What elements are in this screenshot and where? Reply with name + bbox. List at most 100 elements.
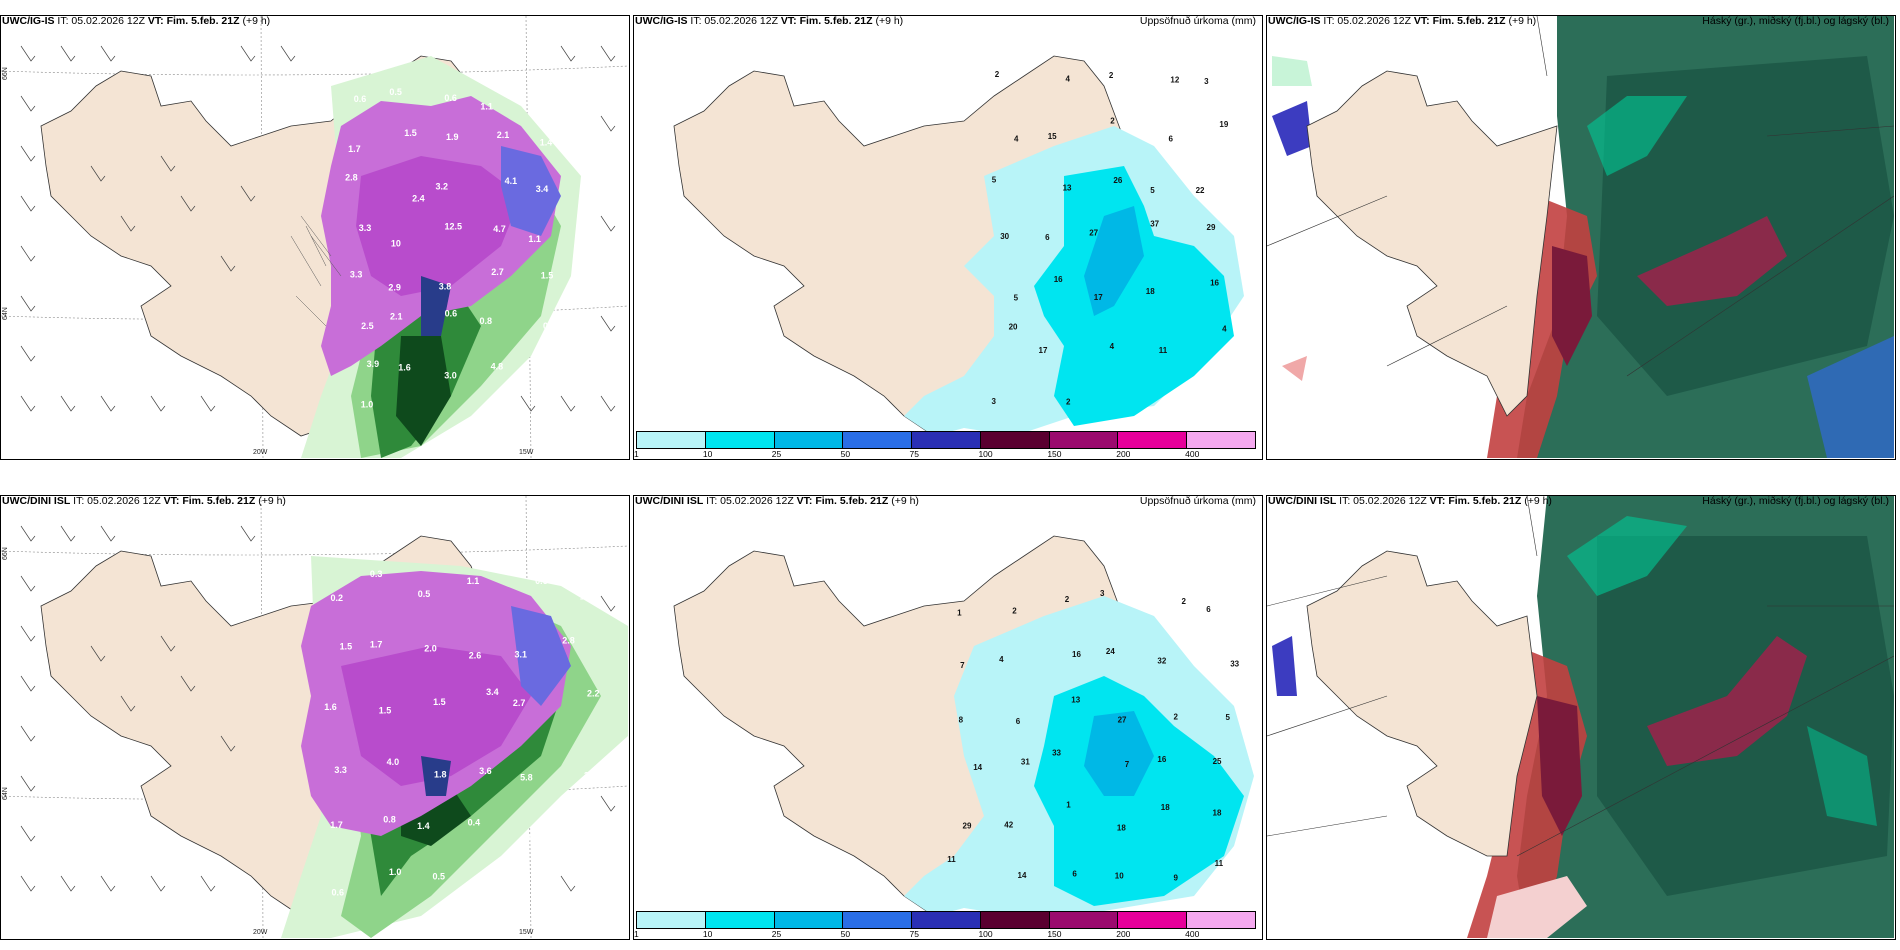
colorbar-label: 50 bbox=[840, 449, 851, 459]
precip-value-label: 42 bbox=[1004, 821, 1013, 830]
precip-value-label: 0.2 bbox=[331, 593, 344, 603]
colorbar-swatch bbox=[705, 432, 775, 448]
precip-value-label: 27 bbox=[1118, 716, 1127, 725]
lat-label-64n: 64N bbox=[2, 787, 9, 800]
precip-value-label: 2 bbox=[1110, 116, 1115, 125]
precip-value-label: 5 bbox=[1014, 294, 1019, 303]
panel-title-p2: UWC/IG-IS IT: 05.02.2026 12Z VT: Fim. 5.… bbox=[635, 15, 1260, 27]
precip-value-label: 0.6 bbox=[444, 93, 457, 103]
precip-value-label: 12.5 bbox=[445, 222, 463, 232]
lead-time: (+9 h) bbox=[1524, 495, 1552, 507]
lon-label-15w: 15W bbox=[519, 449, 534, 456]
precip-value-label: 11 bbox=[1159, 346, 1168, 355]
colorbar-swatch bbox=[705, 912, 775, 928]
precip-value-label: 4 bbox=[999, 655, 1004, 664]
colorbar-label: 150 bbox=[1047, 449, 1062, 459]
precip-value-label: 1.6 bbox=[398, 363, 411, 373]
precip-value-label: 1.1 bbox=[467, 576, 480, 586]
precip-value-label: 2.4 bbox=[412, 193, 425, 203]
precip-value-label: 2.2 bbox=[472, 891, 485, 901]
colorbar-swatch bbox=[980, 432, 1050, 448]
colorbar-swatch bbox=[1118, 912, 1188, 928]
precip-value-label: 2.6 bbox=[469, 650, 482, 660]
colorbar-label: 25 bbox=[771, 929, 782, 939]
colorbar-label: 400 bbox=[1185, 449, 1200, 459]
iceland-land bbox=[1306, 70, 1558, 417]
lon-label-20w: 20W bbox=[253, 929, 268, 936]
precip-value-label: 2.2 bbox=[587, 689, 600, 699]
precip-value-label: 0.8 bbox=[480, 316, 493, 326]
precip-value-label: 2.8 bbox=[562, 636, 575, 646]
panel-title-p3: UWC/IG-IS IT: 05.02.2026 12Z VT: Fim. 5.… bbox=[1268, 15, 1893, 27]
init-time: IT: 05.02.2026 12Z bbox=[57, 15, 145, 27]
colorbar-swatch bbox=[1187, 912, 1256, 928]
model-name: UWC/IG-IS bbox=[1268, 15, 1321, 27]
precip-value-label: 2.1 bbox=[390, 312, 403, 322]
precip-value-label: 5 bbox=[1226, 713, 1231, 722]
model-name: UWC/DINI ISL bbox=[635, 495, 704, 507]
colorbar-label: 100 bbox=[978, 929, 993, 939]
precip-value-label: 6 bbox=[1206, 605, 1211, 614]
panel-variable: Háský (gr.), miðský (fj.bl.) og lágský (… bbox=[1702, 495, 1889, 507]
precip-value-label: 16 bbox=[1157, 755, 1166, 764]
precip-value-label: 18 bbox=[1161, 803, 1170, 812]
precip-value-label: 2.5 bbox=[361, 321, 374, 331]
precip-value-label: 18 bbox=[1146, 287, 1155, 296]
precip-value-label: 1.5 bbox=[541, 271, 554, 281]
precip-value-label: 3.6 bbox=[479, 766, 492, 776]
lat-label-66n: 66N bbox=[2, 67, 9, 80]
precip-value-label: 22 bbox=[1196, 186, 1205, 195]
precip-value-label: 1.1 bbox=[528, 234, 541, 244]
precip-value-label: 1.5 bbox=[379, 706, 392, 716]
panel-variable: Uppsöfnuð úrkoma (mm) bbox=[1139, 15, 1256, 27]
precip-value-label: 4.8 bbox=[491, 361, 504, 371]
colorbar: 1 10 25 50 75 100 150 200 400 bbox=[634, 429, 1261, 459]
precip-value-label: 3.9 bbox=[367, 359, 380, 369]
precip-value-label: 0.8 bbox=[383, 814, 396, 824]
valid-time: VT: Fim. 5.feb. 21Z bbox=[796, 495, 889, 507]
precip-value-label: 0.4 bbox=[468, 817, 481, 827]
precip-value-label: 1.5 bbox=[340, 642, 353, 652]
precip-value-label: 3 bbox=[1204, 77, 1209, 86]
colorbar-swatch bbox=[980, 912, 1050, 928]
precip-value-label: 4 bbox=[1066, 74, 1071, 83]
precip-value-label: 2.7 bbox=[491, 267, 504, 277]
precip-value-label: 3 bbox=[1100, 589, 1105, 598]
precip-value-label: 1.6 bbox=[541, 91, 554, 101]
panel-title-p1: UWC/IG-IS IT: 05.02.2026 12Z VT: Fim. 5.… bbox=[2, 15, 270, 27]
precip-value-label: 37 bbox=[1150, 219, 1159, 228]
init-time: IT: 05.02.2026 12Z bbox=[690, 15, 778, 27]
precip-value-label: 0.3 bbox=[370, 569, 383, 579]
precip-value-label: 0.6 bbox=[332, 888, 345, 898]
lead-time: (+9 h) bbox=[891, 495, 919, 507]
precip-value-label: 2.8 bbox=[345, 173, 358, 183]
lead-time: (+9 h) bbox=[1508, 15, 1537, 27]
precip-value-label: 0.5 bbox=[433, 871, 446, 881]
precip-value-label: 1.4 bbox=[540, 138, 553, 148]
precip-value-label: 11 bbox=[947, 855, 956, 864]
precip-value-label: 16 bbox=[1054, 275, 1063, 284]
precip-value-label: 3.2 bbox=[436, 182, 449, 192]
model-name: UWC/IG-IS bbox=[2, 15, 55, 27]
colorbar-label: 400 bbox=[1185, 929, 1200, 939]
colorbar-swatch bbox=[637, 432, 706, 448]
precip-value-label: 4.7 bbox=[493, 224, 506, 234]
precip-value-label: 2 bbox=[1109, 71, 1114, 80]
precip-value-label: 5 bbox=[992, 176, 997, 185]
precip-value-label: 1.0 bbox=[389, 867, 402, 877]
colorbar-swatch bbox=[843, 912, 913, 928]
precip-value-label: 24 bbox=[1106, 647, 1115, 656]
valid-time: VT: Fim. 5.feb. 21Z bbox=[147, 15, 240, 27]
precip-value-label: 27 bbox=[1089, 229, 1098, 238]
precip-value-label: 3.3 bbox=[350, 269, 363, 279]
precip-value-label: 4 bbox=[1110, 342, 1115, 351]
precip-value-label: 6 bbox=[1169, 135, 1174, 144]
precip-value-label: 29 bbox=[963, 821, 972, 830]
init-time: IT: 05.02.2026 12Z bbox=[1339, 495, 1427, 507]
lon-label-20w: 20W bbox=[253, 449, 268, 456]
precip-value-label: 29 bbox=[1207, 223, 1216, 232]
precip-value-label: 0.6 bbox=[354, 94, 367, 104]
precip-value-label: 2.9 bbox=[388, 282, 401, 292]
lat-label-66n: 66N bbox=[2, 547, 9, 560]
